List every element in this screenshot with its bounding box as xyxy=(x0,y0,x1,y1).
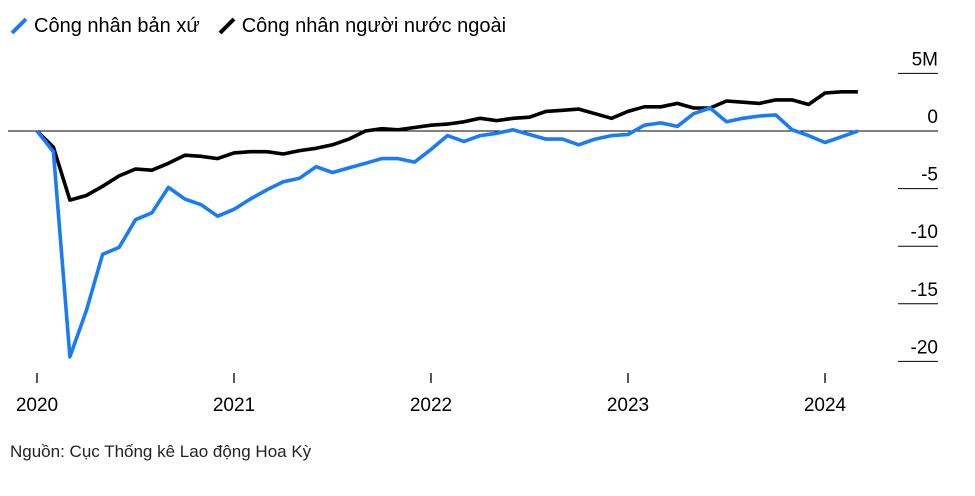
chart-plot: 5M 0 -5 -10 -15 -20 2020 2021 2022 2023 2024 xyxy=(8,49,938,416)
legend-item-foreign: Công nhân người nước ngoài xyxy=(218,15,506,38)
x-tick-label: 2024 xyxy=(804,395,847,416)
chart-legend: Công nhân bản xứ Công nhân người nước ng… xyxy=(10,12,506,40)
series-line-native xyxy=(35,106,859,359)
source-note: Nguồn: Cục Thống kê Lao động Hoa Kỳ xyxy=(10,442,312,461)
series-line-foreign xyxy=(35,90,858,202)
x-tick-label: 2021 xyxy=(213,395,255,416)
legend-swatch-native-line xyxy=(10,17,28,35)
x-tick-label: 2022 xyxy=(410,395,452,416)
x-tick-label: 2023 xyxy=(607,395,649,416)
legend-swatch-foreign xyxy=(218,17,236,35)
legend-item-native: Công nhân bản xứ xyxy=(10,15,200,38)
y-tick-label: 5M xyxy=(912,49,938,70)
legend-swatch-native xyxy=(10,17,28,35)
y-tick-label: -10 xyxy=(911,222,938,243)
x-tick-label: 2020 xyxy=(16,395,58,416)
y-tick-label: -5 xyxy=(921,165,938,186)
y-tick-label: -15 xyxy=(911,280,938,301)
y-tick-label: 0 xyxy=(927,107,938,128)
legend-swatch-foreign-line xyxy=(218,17,236,35)
y-tick-label: -20 xyxy=(911,337,938,358)
legend-label-foreign: Công nhân người nước ngoài xyxy=(241,14,507,37)
legend-label-native: Công nhân bản xứ xyxy=(34,14,200,37)
